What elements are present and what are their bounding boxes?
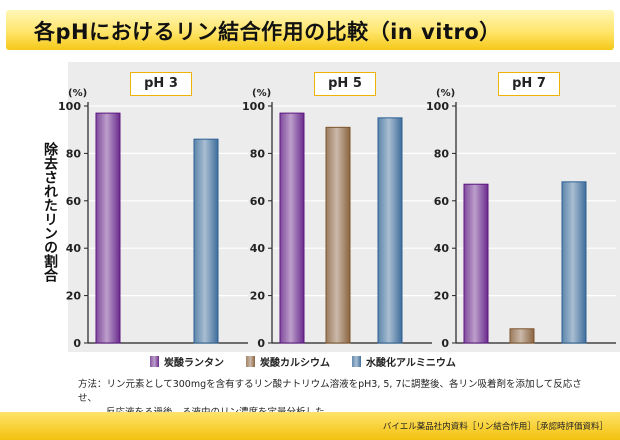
y-tick-label: 40 — [250, 242, 266, 255]
y-tick-label: 0 — [257, 337, 265, 350]
y-tick-label: 20 — [66, 290, 82, 303]
y-tick-label: 40 — [66, 242, 82, 255]
unit-label: (%) — [436, 88, 455, 99]
y-tick-label: 100 — [426, 100, 449, 113]
y-tick-label: 60 — [250, 195, 266, 208]
bar-aluminum — [193, 138, 219, 344]
method-line-1: 方法：リン元素として300mgを含有するリン酸ナトリウム溶液をpH3, 5, 7… — [78, 379, 582, 404]
legend-swatch — [150, 355, 159, 367]
legend-swatch — [246, 355, 255, 367]
y-tick-label: 40 — [434, 242, 450, 255]
footer-bar: バイエル薬品社内資料［リン結合作用］［承認時評価資料］ — [0, 412, 620, 440]
y-tick-label: 20 — [434, 290, 450, 303]
legend-item: 水酸化アルミニウム — [352, 352, 456, 370]
unit-label: (%) — [68, 88, 87, 99]
y-tick-label: 0 — [441, 337, 449, 350]
legend-item: 炭酸ランタン — [150, 352, 224, 370]
y-tick-label: 100 — [58, 100, 81, 113]
legend-label: 炭酸ランタン — [164, 357, 224, 369]
panel-label-ph5: pH 5 — [314, 72, 376, 96]
y-tick-label: 80 — [250, 147, 266, 160]
y-tick-label: 20 — [250, 290, 266, 303]
legend-label: 水酸化アルミニウム — [366, 357, 456, 369]
y-tick-label: 60 — [66, 195, 82, 208]
unit-label: (%) — [252, 88, 271, 99]
legend-swatch — [352, 355, 361, 367]
bar-lanthanum — [95, 112, 121, 344]
y-tick-label: 80 — [66, 147, 82, 160]
bar-calcium — [509, 328, 535, 344]
footer-source: バイエル薬品社内資料［リン結合作用］［承認時評価資料］ — [382, 422, 608, 432]
y-tick-label: 80 — [434, 147, 450, 160]
y-axis-label: 除去されたリンの割合 — [42, 142, 58, 282]
legend: 炭酸ランタン 炭酸カルシウム 水酸化アルミニウム — [150, 352, 456, 370]
legend-label: 炭酸カルシウム — [260, 357, 330, 369]
y-tick-label: 60 — [434, 195, 450, 208]
bar-calcium — [325, 126, 351, 344]
legend-item: 炭酸カルシウム — [246, 352, 330, 370]
y-tick-label: 0 — [73, 337, 81, 350]
title-bar: 各pHにおけるリン結合作用の比較（in vitro） — [6, 10, 614, 50]
y-tick-label: 100 — [242, 100, 265, 113]
bar-lanthanum — [279, 112, 305, 344]
chart-title: 各pHにおけるリン結合作用の比較（in vitro） — [34, 20, 501, 44]
bar-aluminum — [377, 117, 403, 344]
panel-label-ph7: pH 7 — [498, 72, 560, 96]
bar-aluminum — [561, 181, 587, 344]
panel-label-ph3: pH 3 — [130, 72, 192, 96]
bar-lanthanum — [463, 183, 489, 344]
